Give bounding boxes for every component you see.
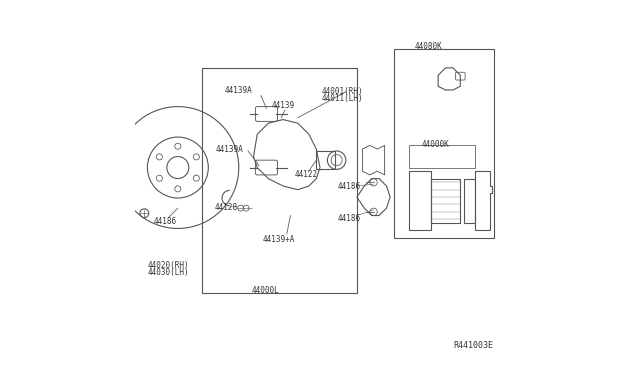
Text: 44139A: 44139A	[225, 86, 253, 95]
Text: 44186: 44186	[154, 217, 177, 225]
Text: 44186: 44186	[338, 214, 361, 223]
Text: 44001(RH): 44001(RH)	[322, 87, 364, 96]
Text: 44128: 44128	[215, 202, 238, 212]
Text: 44139+A: 44139+A	[263, 235, 295, 244]
Text: 44020(RH): 44020(RH)	[147, 261, 189, 270]
Text: 44186: 44186	[338, 182, 361, 191]
Text: 44139: 44139	[271, 101, 294, 110]
Text: 44030(LH): 44030(LH)	[147, 268, 189, 277]
Text: 44000K: 44000K	[422, 140, 449, 149]
Text: R441003E: R441003E	[454, 341, 493, 350]
Text: 44011(LH): 44011(LH)	[322, 94, 364, 103]
Text: 44139A: 44139A	[216, 145, 244, 154]
Text: 44122: 44122	[295, 170, 318, 179]
Text: 44000L: 44000L	[252, 286, 280, 295]
Text: 44080K: 44080K	[414, 42, 442, 51]
